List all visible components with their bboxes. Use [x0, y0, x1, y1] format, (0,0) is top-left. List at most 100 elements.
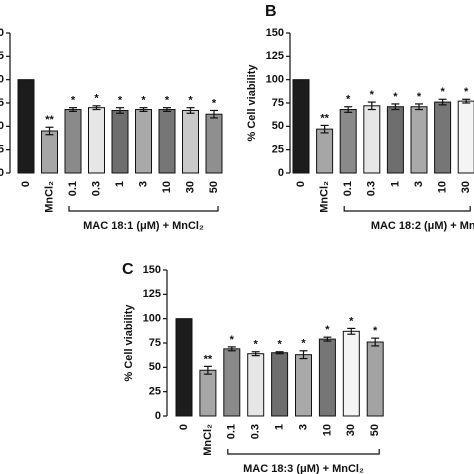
x-tick-label: 1 [274, 424, 286, 430]
significance: * [349, 315, 354, 327]
significance: * [94, 93, 99, 105]
x-tick-label: 3 [413, 181, 425, 187]
x-axis-label: MAC 18:1 (μM) + MnCl₂ [83, 220, 204, 232]
bar [182, 109, 199, 174]
x-tick-label: 30 [184, 181, 196, 193]
bar [316, 128, 334, 174]
bar [175, 318, 193, 417]
significance: ** [45, 114, 54, 126]
bracket [68, 206, 219, 212]
panel-label: B [265, 3, 277, 20]
bar [271, 352, 289, 417]
y-tick-label: 75 [0, 97, 4, 109]
y-tick-label: 50 [272, 120, 284, 132]
x-axis-label: MAC 18:3 (μM) + MnCl₂ [243, 463, 364, 474]
bar [205, 113, 223, 174]
bar [295, 354, 312, 417]
x-tick-label: 0 [20, 181, 32, 187]
x-tick-label: 3 [297, 424, 309, 430]
bar [88, 107, 105, 174]
significance: * [346, 94, 351, 106]
bar [111, 109, 129, 174]
y-tick-label: 150 [0, 27, 4, 39]
x-tick-label: 10 [161, 181, 173, 193]
x-tick-label: 0 [178, 424, 190, 430]
significance: * [212, 97, 217, 109]
y-tick-label: 125 [143, 288, 161, 300]
bracket [227, 449, 380, 455]
significance: * [188, 95, 193, 107]
y-tick-label: 150 [266, 27, 284, 39]
significance: * [370, 89, 375, 101]
significance: * [301, 338, 306, 350]
x-tick-label: 0.3 [90, 181, 102, 196]
significance: * [373, 325, 378, 337]
bar [64, 109, 82, 174]
x-tick-label: 0.1 [226, 424, 238, 439]
x-axis-label: MAC 18:2 (μM) + MnC [371, 220, 474, 232]
bar [410, 106, 428, 174]
y-tick-label: 25 [0, 144, 4, 156]
y-tick-label: 150 [143, 264, 161, 276]
bar [363, 105, 381, 174]
bar [17, 79, 35, 174]
y-tick-label: 100 [266, 74, 284, 86]
bar [342, 330, 360, 417]
bar [457, 100, 474, 174]
bar [158, 109, 176, 174]
significance: * [165, 95, 170, 107]
significance: * [141, 95, 146, 107]
bar [339, 109, 357, 174]
x-tick-label: 10 [437, 181, 449, 193]
bar [199, 369, 217, 417]
bar [318, 338, 336, 417]
significance: * [277, 339, 282, 351]
significance: * [254, 339, 259, 351]
x-tick-label: 0.3 [366, 181, 378, 196]
y-tick-label: 100 [143, 313, 161, 325]
y-tick-label: 125 [0, 50, 4, 62]
bar [247, 353, 265, 417]
y-axis-label: % Cell viability [123, 304, 135, 382]
bar [434, 101, 452, 174]
significance: * [417, 91, 422, 103]
bar [41, 130, 58, 174]
significance: * [440, 86, 445, 98]
x-tick-label: 30 [460, 181, 472, 193]
x-tick-label: 50 [208, 181, 220, 193]
x-tick-label: 0.1 [342, 181, 354, 196]
bar [366, 341, 384, 417]
panel-label: C [122, 261, 134, 278]
bar [135, 109, 152, 174]
x-tick-label: MnCl₂ [319, 181, 331, 213]
significance: ** [204, 353, 213, 365]
x-tick-label: 50 [369, 424, 381, 436]
y-tick-label: 75 [272, 97, 284, 109]
bar [292, 79, 310, 174]
y-tick-label: 125 [266, 50, 284, 62]
significance: * [464, 86, 469, 98]
y-tick-label: 0 [155, 410, 161, 422]
y-tick-label: 0 [278, 167, 284, 179]
bracket [343, 206, 471, 212]
x-tick-label: 1 [389, 181, 401, 187]
significance: * [230, 334, 235, 346]
x-tick-label: 10 [321, 424, 333, 436]
x-tick-label: MnCl₂ [43, 181, 55, 213]
bar [386, 106, 404, 174]
x-tick-label: 0.3 [250, 424, 262, 439]
y-tick-label: 0 [0, 167, 4, 179]
y-tick-label: 50 [0, 120, 4, 132]
y-axis-label: % Cell viability [246, 64, 258, 142]
x-tick-label: 3 [137, 181, 149, 187]
significance: * [118, 95, 123, 107]
significance: * [71, 95, 76, 107]
x-tick-label: 0.1 [67, 181, 79, 196]
significance: ** [320, 112, 329, 124]
significance: * [393, 91, 398, 103]
x-tick-label: 30 [345, 424, 357, 436]
x-tick-label: 0 [295, 181, 307, 187]
significance: * [325, 324, 330, 336]
x-tick-label: 1 [114, 181, 126, 187]
